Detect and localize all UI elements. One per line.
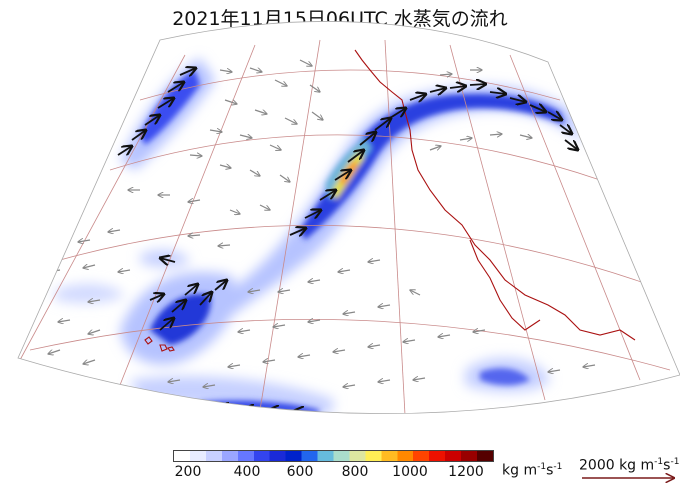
colorbar-unit-label: kg m-1s-1: [502, 462, 563, 479]
reference-vector-label: 2000 kg m-1s-1: [579, 457, 680, 474]
colorbar-tick: 400: [233, 464, 261, 480]
map-title: 2021年11月15日06UTC 水蒸気の流れ: [172, 8, 508, 30]
colorbar-tick: 200: [174, 464, 202, 480]
map-outline: [17, 21, 680, 415]
coastline: [144, 49, 636, 352]
colorbar: [173, 450, 494, 462]
colorbar-tick: 1000: [392, 464, 428, 480]
colorbar-tick: 600: [286, 464, 314, 480]
colorbar-tick: 800: [341, 464, 369, 480]
colorbar-tick: 1200: [448, 464, 484, 480]
